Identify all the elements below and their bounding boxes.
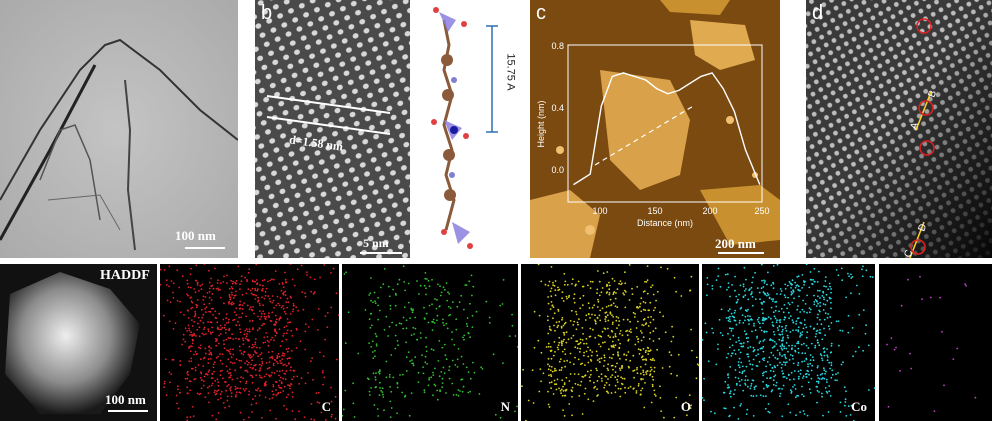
lattice-image <box>255 0 410 258</box>
scale-bar <box>108 410 148 412</box>
eds-map-o: O <box>521 264 699 421</box>
y-axis-label: Height (nm) <box>536 100 546 147</box>
element-label-n: N <box>500 399 510 414</box>
eds-map-extra-dots <box>886 275 977 412</box>
haddf-image <box>0 264 157 421</box>
panel-label-c: c <box>536 2 546 24</box>
eds-map-co: Co <box>702 264 875 421</box>
xtick-label-1: 150 <box>647 206 662 216</box>
atom-marker <box>916 18 932 34</box>
scale-label: 5 nm <box>363 236 389 250</box>
element-label-o: O <box>680 399 691 414</box>
scale-label: 100 nm <box>105 392 146 407</box>
x-axis-label: Distance (nm) <box>637 218 693 228</box>
scale-bar <box>718 252 764 254</box>
element-label-c: C <box>321 399 331 414</box>
scale-bar <box>185 247 225 249</box>
marker-label-b: B <box>926 89 939 99</box>
eds-map-c: C <box>160 264 339 421</box>
molecular-structure <box>431 7 498 249</box>
ytick-label-1: 0.4 <box>551 103 564 113</box>
eds-map-co-dots <box>702 264 875 421</box>
height-profile-line-0 <box>573 72 761 186</box>
tem-image <box>0 0 238 258</box>
hrtem-lattice-panel: b d=1.58 nm 5 nm <box>255 0 410 258</box>
ytick-label-0: 0.8 <box>551 41 564 51</box>
atom-marker <box>919 140 935 156</box>
haadf-atomic-panel: B A D C d <box>806 0 992 258</box>
marker-label-c: C <box>902 248 915 258</box>
dimension-label: 15.75 A <box>504 53 517 91</box>
element-label-co: Co <box>851 399 867 414</box>
height-profile-chart: 0.8 0.4 0.0 100 150 200 250 Distance (nm… <box>536 41 770 228</box>
eds-map-c-dots <box>160 264 339 421</box>
ytick-label-2: 0.0 <box>551 165 564 175</box>
xtick-label-3: 250 <box>754 206 769 216</box>
marker-label-a: A <box>908 121 921 131</box>
xtick-label-0: 100 <box>592 206 607 216</box>
panel-label-b: b <box>261 2 273 24</box>
scale-label: 100 nm <box>175 228 216 243</box>
eds-map-o-dots <box>521 264 699 421</box>
eds-map-extra <box>879 264 992 421</box>
eds-map-n: N <box>342 264 518 421</box>
afm-image-panel: c 0.8 0.4 0.0 100 150 200 250 Distance (… <box>530 0 780 258</box>
profile-scan-line <box>594 104 696 166</box>
chart-frame <box>567 44 763 203</box>
scale-bar <box>360 252 402 254</box>
atom-marker <box>918 100 934 116</box>
molecular-structure-panel: 15.75 A <box>414 0 524 258</box>
eds-map-n-dots <box>342 265 518 419</box>
haddf-panel: HADDF 100 nm <box>0 264 157 421</box>
atomic-image: B A D C <box>806 0 992 258</box>
afm-image <box>530 0 780 258</box>
marker-label-d: D <box>916 222 929 233</box>
xtick-label-2: 200 <box>702 206 717 216</box>
tem-image-panel: 100 nm <box>0 0 238 258</box>
scale-label: 200 nm <box>715 236 756 251</box>
haddf-label: HADDF <box>100 268 150 283</box>
atom-marker <box>910 239 926 255</box>
panel-label-d: d <box>812 2 824 24</box>
